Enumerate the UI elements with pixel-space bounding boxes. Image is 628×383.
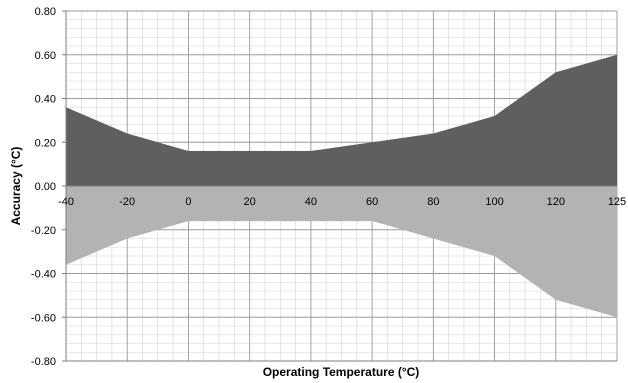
x-tick-label: -20 [119, 196, 135, 208]
y-tick-label: -0.40 [31, 269, 56, 281]
y-tick-label: -0.80 [31, 356, 56, 368]
x-tick-label: 60 [366, 196, 378, 208]
y-tick-label: 0.80 [35, 6, 56, 18]
x-tick-label: 100 [485, 196, 503, 208]
axes [62, 10, 617, 362]
x-tick-label: 80 [427, 196, 439, 208]
y-tick-label: 0.40 [35, 94, 56, 106]
y-tick-labels: -0.80 -0.60 -0.40 -0.20 0.00 0.20 0.40 0.60 0.80 [31, 6, 56, 368]
x-axis-title: Operating Temperature (°C) [263, 365, 420, 379]
x-tick-label: 125 [608, 196, 626, 208]
y-tick-label: 0.00 [35, 181, 56, 193]
x-tick-label: -40 [58, 196, 74, 208]
x-tick-labels: -40 -20 0 20 40 60 80 100 120 125 [58, 196, 626, 208]
x-tick-label: 120 [547, 196, 565, 208]
x-tick-label: 20 [244, 196, 256, 208]
y-axis-title: Accuracy (°C) [9, 147, 23, 226]
lower-accuracy-area [66, 186, 617, 318]
y-tick-label: -0.60 [31, 312, 56, 324]
area-series-group [66, 54, 617, 318]
y-tick-label: 0.20 [35, 137, 56, 149]
y-tick-label: -0.20 [31, 225, 56, 237]
x-tick-label: 40 [305, 196, 317, 208]
upper-accuracy-area [66, 54, 617, 186]
x-tick-label: 0 [185, 196, 191, 208]
y-tick-label: 0.60 [35, 50, 56, 62]
